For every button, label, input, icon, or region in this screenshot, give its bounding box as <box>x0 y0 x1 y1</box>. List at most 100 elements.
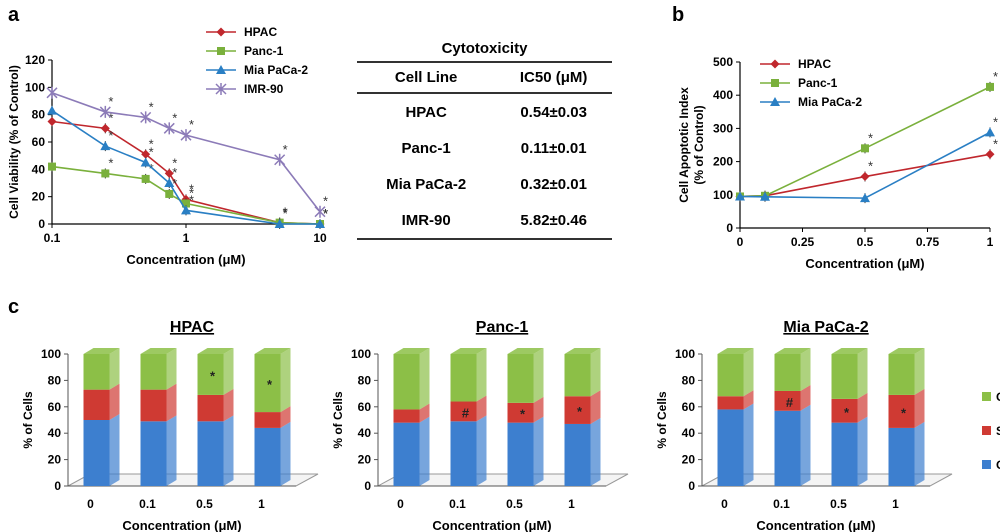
bar-segment-g1 <box>774 404 811 486</box>
x-tick-label: 0.5 <box>506 497 523 511</box>
bar-front <box>393 422 420 486</box>
bar-side <box>280 348 291 413</box>
y-tick-label: 40 <box>32 162 46 176</box>
significance-label: * <box>189 181 194 196</box>
significance-label: * <box>323 206 328 221</box>
x-tick-label: 0 <box>397 497 404 511</box>
data-point <box>860 172 870 182</box>
bar-segment-s <box>717 390 754 410</box>
bar-segment-s <box>140 383 177 422</box>
bar-front <box>717 409 744 486</box>
y-tick-label: 20 <box>32 190 46 204</box>
bar-front <box>774 410 801 486</box>
bar-front <box>197 394 224 422</box>
data-point <box>100 141 111 151</box>
bar-segment-s <box>831 392 868 423</box>
y-tick-label: 0 <box>364 479 371 493</box>
bar-front <box>564 423 591 486</box>
legend-label: G2/M <box>996 390 1000 404</box>
bar-side <box>533 348 544 403</box>
bar-front <box>507 422 534 486</box>
bar-side <box>533 416 544 486</box>
y-tick-label: 100 <box>675 347 695 361</box>
bar-segment-s <box>83 383 120 420</box>
bar-segment-g1 <box>831 416 868 486</box>
significance-label: * <box>283 206 288 221</box>
legend-marker <box>771 79 779 87</box>
significance-label: * <box>172 176 177 191</box>
bar-side <box>857 416 868 486</box>
table-cell-line: IMR-90 <box>357 202 496 240</box>
bar-side <box>223 348 234 395</box>
chart-title: HPAC <box>170 319 215 336</box>
x-axis-label: Concentration (μM) <box>756 518 875 532</box>
bar-front <box>717 396 744 410</box>
bar-segment-g2m <box>197 348 234 395</box>
bar-front <box>507 354 534 403</box>
bar-front <box>254 427 281 486</box>
data-point <box>182 199 190 208</box>
table-cell-ic50: 0.32±0.01 <box>520 175 587 193</box>
bar-side <box>476 415 487 486</box>
table-row: IMR-90 5.82±0.46 <box>357 202 612 240</box>
data-point <box>141 174 150 183</box>
bar-front <box>831 354 858 399</box>
data-point <box>140 157 151 167</box>
data-point <box>861 144 869 153</box>
legend-swatch <box>982 460 991 469</box>
bar-segment-s <box>254 406 291 428</box>
bar-top <box>254 348 291 354</box>
chart-a-viability: 0 20 40 60 80 100 120 0.1 1 10 Concentration (μM) C… <box>7 25 328 267</box>
data-point <box>140 111 152 124</box>
bar-front <box>140 389 167 422</box>
chart-title: Mia PaCa-2 <box>783 319 868 336</box>
data-point <box>274 219 285 228</box>
bar-side <box>743 390 754 410</box>
x-tick-label: 1 <box>892 497 899 511</box>
series-mia-paca-2: * <box>735 114 998 204</box>
bar-segment-g1 <box>83 414 120 486</box>
bar-side <box>857 392 868 423</box>
significance-label: * <box>189 192 194 207</box>
bar-side <box>590 390 601 424</box>
bar-front <box>450 421 477 486</box>
bar-front <box>831 422 858 486</box>
y-tick-label: 0 <box>726 221 733 235</box>
bar-front <box>254 412 281 428</box>
x-tick-label: 1 <box>987 235 994 249</box>
y-tick-label: 0 <box>54 479 61 493</box>
data-point <box>164 168 174 178</box>
significance-label: * <box>283 205 288 220</box>
y-tick-label: 60 <box>32 135 46 149</box>
table-header-cell-line: Cell Line <box>357 61 496 94</box>
data-point <box>760 191 770 201</box>
bar-segment-g2m <box>450 348 487 402</box>
x-tick-label: 0.1 <box>139 497 156 511</box>
legend-marker <box>217 47 225 55</box>
x-tick-label: 1 <box>183 231 190 245</box>
y-axis-label: % of Cells <box>331 391 345 449</box>
bar-top <box>140 348 177 354</box>
significance-label: * <box>189 186 194 201</box>
x-axis-label: Concentration (μM) <box>122 518 241 532</box>
data-point <box>315 219 325 228</box>
bar-front <box>774 354 801 391</box>
y-tick-label: 80 <box>48 373 62 387</box>
y-tick-label: 40 <box>682 426 696 440</box>
significance-label: * <box>189 117 194 132</box>
bar-front <box>507 402 534 423</box>
bar-side <box>419 348 430 410</box>
chart-c-hpac: 0 20 40 60 80 100 % of Cells HPAC Concentration … <box>21 319 319 532</box>
bar-side <box>914 388 925 428</box>
data-point <box>163 122 175 135</box>
chart-c-panc1: 0 20 40 60 80 100 % of Cells Panc-1 Concentratio… <box>331 319 629 532</box>
bar-top <box>393 348 430 354</box>
legend-label: Panc-1 <box>798 76 838 90</box>
bar-front <box>888 394 915 428</box>
legend-label: HPAC <box>798 57 831 71</box>
bar-side <box>166 348 177 390</box>
bar-side <box>109 348 120 390</box>
bar-segment-s <box>450 395 487 422</box>
data-point <box>165 189 174 198</box>
y-tick-label: 80 <box>32 108 46 122</box>
